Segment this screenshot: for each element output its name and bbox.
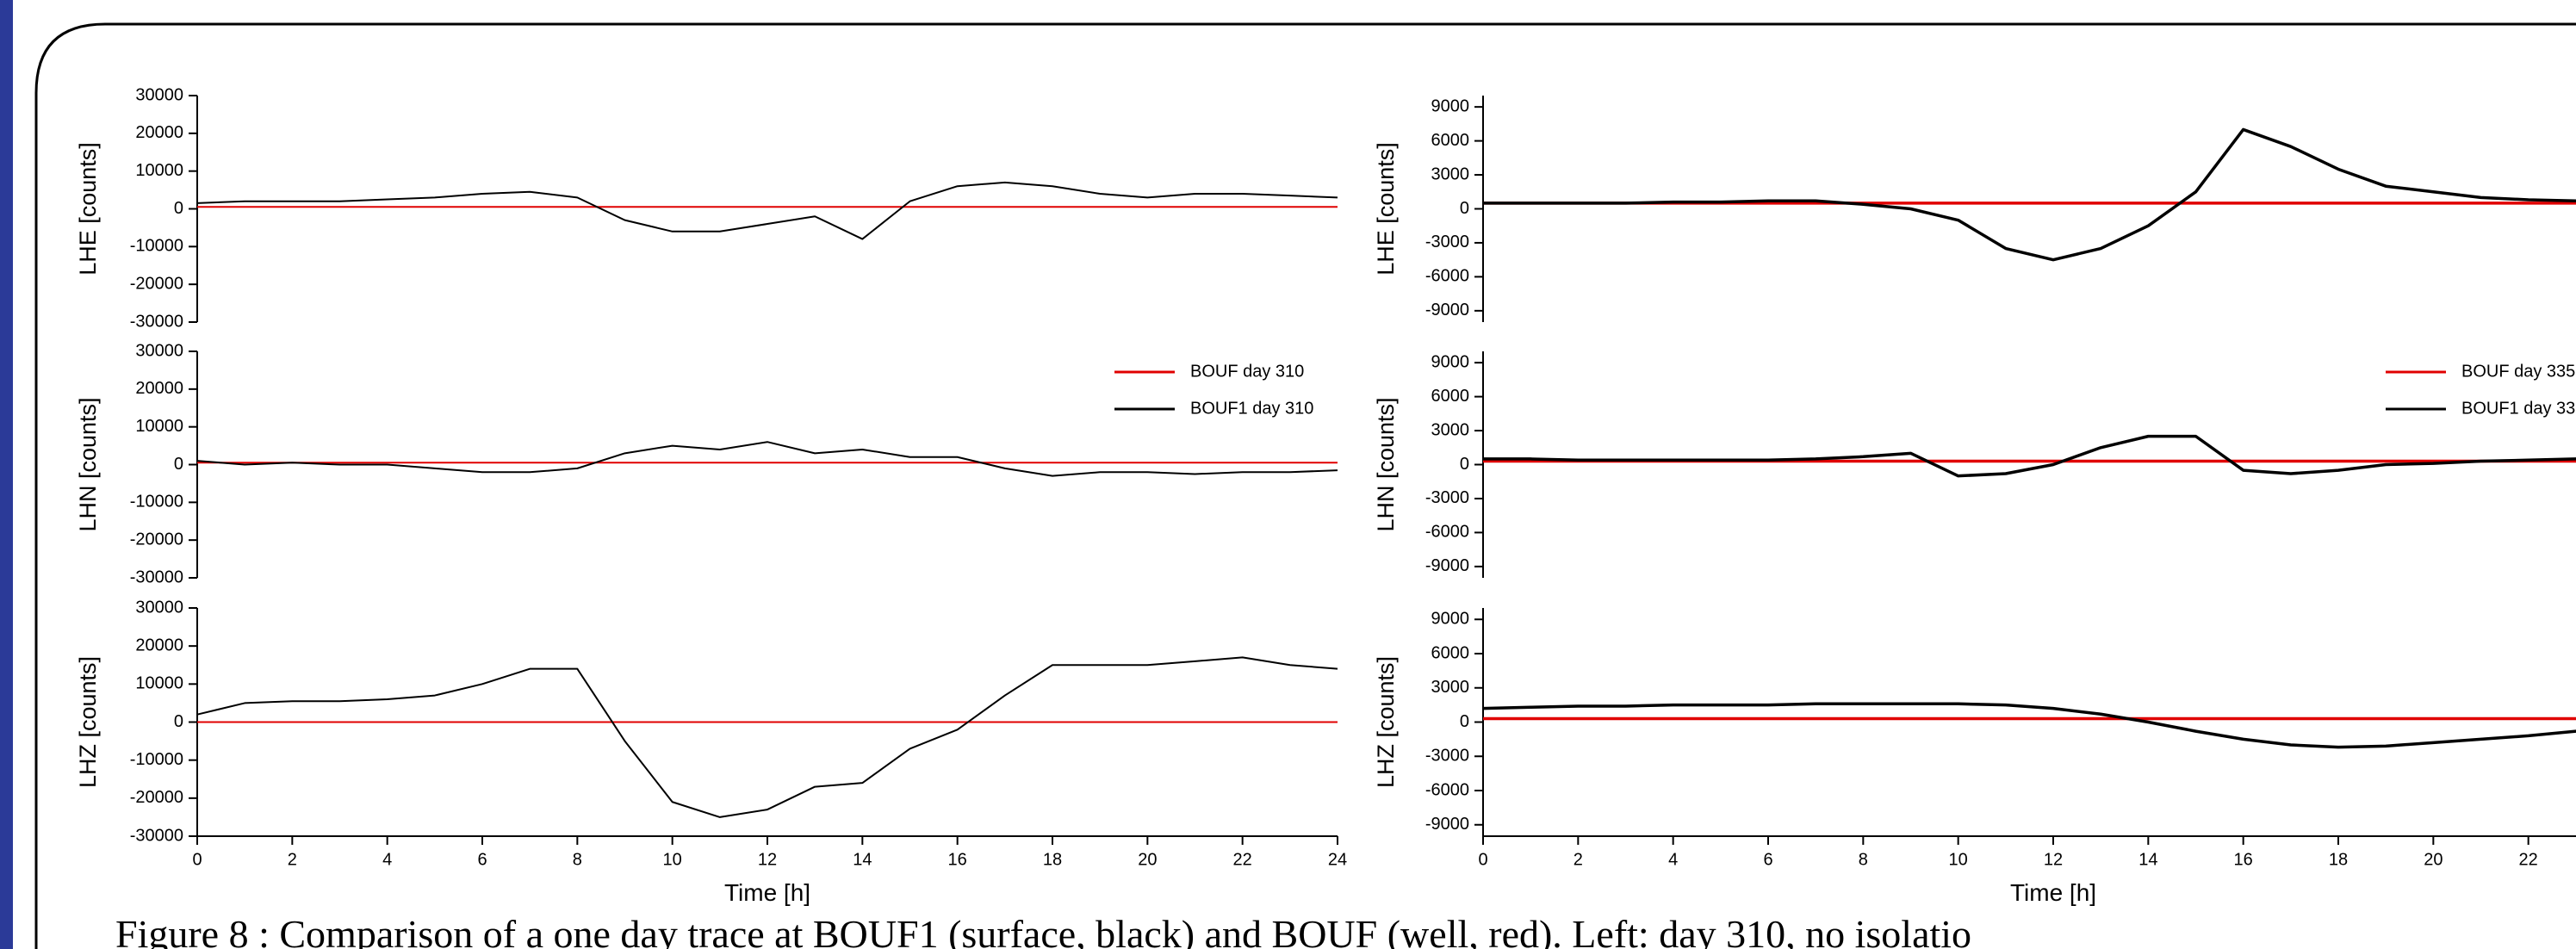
x-tick-label: 18 xyxy=(1043,850,1062,869)
x-axis-label: Time [h] xyxy=(2010,879,2096,906)
x-tick-label: 0 xyxy=(192,850,202,869)
y-tick-label: -3000 xyxy=(1425,233,1469,251)
y-tick-label: 0 xyxy=(1460,455,1469,474)
y-tick-label: -3000 xyxy=(1425,747,1469,766)
y-tick-label: -30000 xyxy=(130,568,183,586)
series-line xyxy=(196,441,1338,477)
x-tick-label: 20 xyxy=(1138,850,1157,869)
y-tick-label: 0 xyxy=(174,199,183,218)
x-tick-label: 16 xyxy=(948,850,967,869)
y-tick-label: -20000 xyxy=(130,530,183,549)
x-tick-label: 6 xyxy=(477,850,487,869)
x-tick-label: 12 xyxy=(758,850,777,869)
y-tick-label: 10000 xyxy=(135,161,183,180)
y-tick-label: 6000 xyxy=(1431,387,1470,406)
series-line xyxy=(1483,127,2576,262)
legend-label: BOUF day 310 xyxy=(1190,362,1304,381)
x-tick-label: 8 xyxy=(1859,850,1868,869)
slide-frame xyxy=(34,22,2576,949)
y-tick-label: -3000 xyxy=(1425,488,1469,507)
y-tick-label: 0 xyxy=(174,712,183,731)
x-tick-label: 4 xyxy=(382,850,392,869)
y-tick-label: 30000 xyxy=(135,85,183,104)
legend-label: BOUF day 335 xyxy=(2461,362,2575,381)
side-strip xyxy=(0,0,13,949)
x-tick-label: 8 xyxy=(573,850,582,869)
caption: Figure 8 : Comparison of a one day trace… xyxy=(115,912,1971,949)
y-tick-label: -20000 xyxy=(130,788,183,807)
y-tick-label: 3000 xyxy=(1431,420,1470,439)
x-tick-label: 16 xyxy=(2234,850,2253,869)
y-tick-label: 20000 xyxy=(135,379,183,398)
y-axis-label: LHE [counts] xyxy=(75,142,101,276)
y-tick-label: 3000 xyxy=(1431,678,1470,697)
y-tick-label: -20000 xyxy=(130,274,183,293)
x-tick-label: 12 xyxy=(2044,850,2063,869)
y-tick-label: -9000 xyxy=(1425,556,1469,575)
x-tick-label: 20 xyxy=(2424,850,2443,869)
series-line xyxy=(1482,702,2576,749)
y-axis-label: LHN [counts] xyxy=(1373,397,1399,531)
legend-label: BOUF1 day 335 xyxy=(2461,399,2576,418)
series-line xyxy=(196,656,1338,818)
y-tick-label: 9000 xyxy=(1431,610,1470,629)
y-tick-label: 20000 xyxy=(135,636,183,654)
y-tick-label: 6000 xyxy=(1431,131,1470,150)
x-tick-label: 2 xyxy=(288,850,297,869)
y-tick-label: 10000 xyxy=(135,674,183,693)
y-tick-label: 10000 xyxy=(135,417,183,436)
y-tick-label: 9000 xyxy=(1431,96,1470,115)
series-line xyxy=(1483,434,2576,478)
y-tick-label: 30000 xyxy=(135,341,183,360)
y-tick-label: 20000 xyxy=(135,123,183,142)
series-line xyxy=(196,181,1338,240)
y-axis-label: LHZ [counts] xyxy=(1373,656,1399,788)
y-tick-label: -30000 xyxy=(130,826,183,845)
y-tick-label: 3000 xyxy=(1431,164,1470,183)
x-tick-label: 2 xyxy=(1574,850,1583,869)
y-tick-label: -10000 xyxy=(130,493,183,512)
x-tick-label: 14 xyxy=(853,850,872,869)
y-tick-label: 9000 xyxy=(1431,352,1470,371)
y-tick-label: -30000 xyxy=(130,312,183,331)
y-tick-label: -9000 xyxy=(1425,815,1469,834)
x-tick-label: 18 xyxy=(2329,850,2348,869)
y-tick-label: 0 xyxy=(1460,199,1469,218)
y-tick-label: -6000 xyxy=(1425,780,1469,799)
y-tick-label: -9000 xyxy=(1425,301,1469,319)
y-axis-label: LHN [counts] xyxy=(75,397,101,531)
y-tick-label: -10000 xyxy=(130,750,183,769)
x-axis-label: Time [h] xyxy=(724,879,810,906)
legend-label: BOUF1 day 310 xyxy=(1190,399,1313,418)
x-tick-label: 4 xyxy=(1668,850,1678,869)
x-tick-label: 14 xyxy=(2138,850,2157,869)
y-tick-label: -6000 xyxy=(1425,523,1469,542)
y-axis-label: LHZ [counts] xyxy=(75,656,101,788)
x-tick-label: 10 xyxy=(663,850,682,869)
y-tick-label: 0 xyxy=(1460,712,1469,731)
y-tick-label: 30000 xyxy=(135,598,183,617)
x-tick-label: 0 xyxy=(1478,850,1487,869)
y-tick-label: -6000 xyxy=(1425,267,1469,286)
y-tick-label: 0 xyxy=(174,455,183,474)
x-tick-label: 24 xyxy=(1328,850,1347,869)
x-tick-label: 6 xyxy=(1763,850,1772,869)
x-tick-label: 10 xyxy=(1949,850,1968,869)
y-tick-label: 6000 xyxy=(1431,643,1470,662)
x-tick-label: 22 xyxy=(1233,850,1252,869)
y-tick-label: -10000 xyxy=(130,237,183,256)
x-tick-label: 22 xyxy=(2519,850,2538,869)
y-axis-label: LHE [counts] xyxy=(1373,142,1399,276)
